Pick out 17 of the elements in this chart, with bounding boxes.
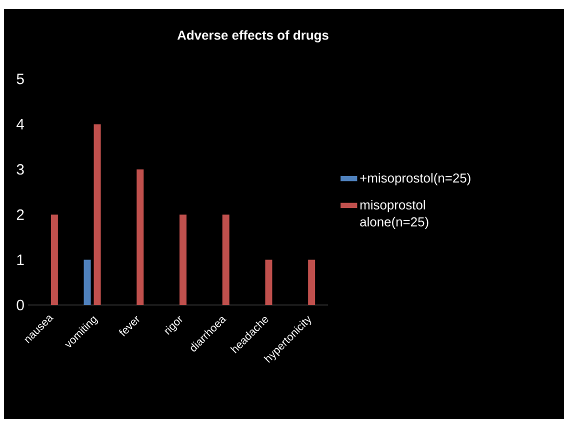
legend-label: misoprostol alone(n=25) xyxy=(360,200,428,229)
y-tick-label: 3 xyxy=(16,164,24,175)
legend-label: +misoprostol(n=25) xyxy=(360,173,470,186)
bar xyxy=(180,214,187,305)
bar xyxy=(308,260,316,305)
bar xyxy=(136,169,144,305)
chart-title: Adverse effects of drugs xyxy=(177,30,328,42)
bar xyxy=(84,260,91,305)
bar xyxy=(222,214,230,305)
bar xyxy=(50,214,58,305)
y-tick-label: 0 xyxy=(16,300,24,310)
y-tick-label: 1 xyxy=(17,254,24,265)
y-tick-label: 2 xyxy=(16,209,24,220)
bar xyxy=(265,260,272,305)
y-tick-label: 4 xyxy=(16,119,24,130)
bar xyxy=(94,124,101,305)
y-tick-label: 5 xyxy=(16,74,24,84)
